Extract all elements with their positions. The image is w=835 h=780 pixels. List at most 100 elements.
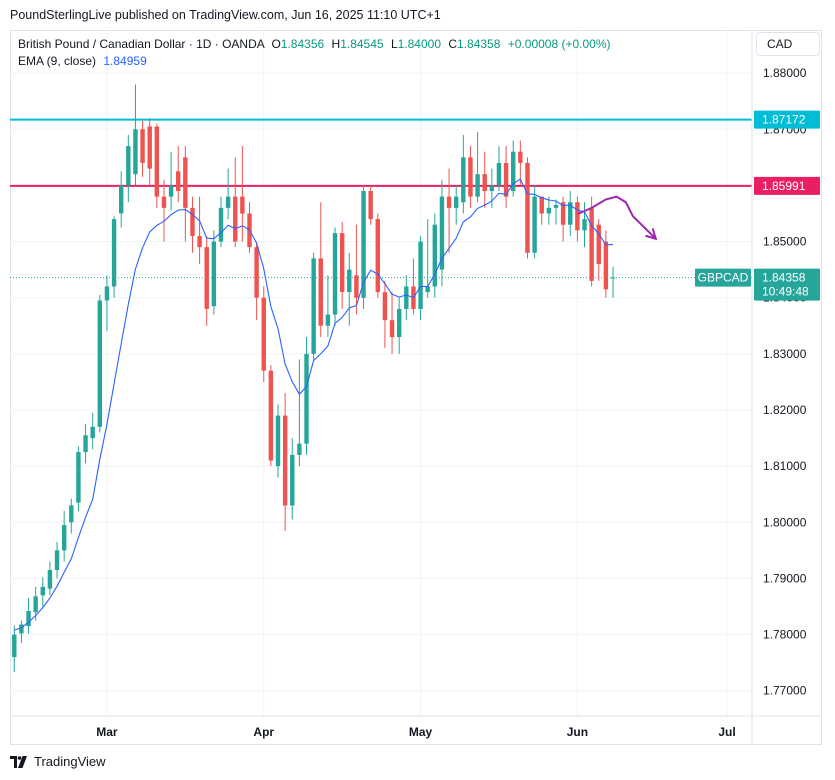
candle-body bbox=[118, 185, 124, 214]
candle-up bbox=[475, 132, 480, 203]
candle-body bbox=[104, 286, 110, 301]
candle-down bbox=[503, 146, 509, 208]
candle-body bbox=[126, 146, 131, 186]
candle-body bbox=[240, 196, 245, 214]
candle-body bbox=[589, 207, 594, 281]
candle-body bbox=[133, 129, 138, 175]
price-tick-label: 1.83000 bbox=[763, 347, 807, 361]
candle-up bbox=[496, 146, 502, 192]
time-axis: Mar Apr May Jun Jul bbox=[10, 715, 822, 739]
candle-body bbox=[525, 162, 530, 253]
candle-up bbox=[304, 337, 309, 455]
candle-body bbox=[575, 202, 580, 231]
candle-up bbox=[418, 235, 423, 321]
candle-body bbox=[518, 151, 523, 163]
candle-down bbox=[254, 241, 259, 321]
candle-up bbox=[26, 598, 31, 634]
candle-body bbox=[389, 320, 395, 338]
candle-up bbox=[546, 196, 552, 225]
low-label: L bbox=[390, 37, 398, 51]
candle-up bbox=[19, 620, 24, 644]
candle-up bbox=[404, 275, 409, 321]
price-tick-label: 1.79000 bbox=[763, 571, 807, 585]
last-price-label: 1.84358 bbox=[762, 271, 806, 285]
candle-down bbox=[190, 196, 195, 253]
candle-up bbox=[347, 252, 352, 326]
candle-down bbox=[596, 219, 601, 281]
high-label: H bbox=[331, 37, 341, 51]
candle-body bbox=[432, 224, 438, 287]
candle-body bbox=[489, 185, 495, 192]
candle-up bbox=[325, 275, 331, 338]
candle-down bbox=[154, 123, 160, 208]
symbol-title[interactable]: British Pound / Canadian Dollar · 1D · O… bbox=[18, 37, 265, 51]
footer-brand[interactable]: TradingView bbox=[34, 754, 106, 769]
candle-body bbox=[603, 241, 609, 290]
candle-body bbox=[297, 443, 302, 455]
candle-down bbox=[204, 235, 209, 326]
resistance-price-label-bg bbox=[754, 110, 820, 129]
projection-arrow-head bbox=[645, 228, 658, 241]
candle-body bbox=[204, 247, 209, 309]
candle-body bbox=[311, 258, 316, 354]
time-tick-label: Apr bbox=[253, 725, 274, 739]
open-value: 1.84356 bbox=[280, 37, 325, 51]
publisher-line: PoundSterlingLive published on TradingVi… bbox=[10, 8, 441, 22]
low-value: 1.84000 bbox=[397, 37, 442, 51]
symbol-tag: GBPCAD bbox=[698, 271, 749, 285]
candle-body bbox=[111, 219, 117, 287]
candle-body bbox=[26, 611, 31, 627]
candle-body bbox=[382, 292, 388, 321]
candle-body bbox=[375, 219, 381, 293]
candle-up bbox=[432, 213, 438, 298]
support-price-label-bg bbox=[754, 176, 820, 195]
candle-body bbox=[418, 241, 423, 309]
candle-body bbox=[218, 207, 224, 242]
candle-up bbox=[453, 185, 459, 225]
candle-body bbox=[190, 207, 195, 236]
candle-body bbox=[33, 596, 38, 613]
candle-up bbox=[118, 171, 124, 228]
support-price-label: 1.85991 bbox=[762, 179, 806, 193]
candle-body bbox=[83, 435, 88, 453]
candle-body bbox=[553, 205, 559, 208]
candle-down bbox=[354, 224, 359, 315]
candle-up bbox=[532, 185, 537, 259]
grid-lines bbox=[10, 31, 752, 716]
tradingview-logo-icon[interactable] bbox=[10, 755, 28, 768]
candle-body bbox=[453, 196, 459, 208]
candle-body bbox=[496, 162, 502, 186]
currency-selector[interactable]: CAD bbox=[756, 32, 820, 56]
candle-body bbox=[354, 275, 359, 298]
candle-body bbox=[268, 370, 274, 461]
candle-down bbox=[589, 196, 594, 287]
candle-body bbox=[211, 241, 217, 307]
candle-body bbox=[461, 157, 466, 203]
candle-body bbox=[396, 308, 402, 338]
change-value: +0.00008 (+0.00%) bbox=[507, 37, 611, 51]
candle-up bbox=[61, 511, 67, 562]
candle-up bbox=[511, 140, 516, 197]
candle-body bbox=[54, 550, 60, 571]
candle-body bbox=[368, 191, 373, 220]
candle-up bbox=[297, 359, 302, 467]
ema-label[interactable]: EMA (9, close) bbox=[18, 54, 97, 68]
candle-down bbox=[339, 221, 345, 309]
candle-body bbox=[475, 174, 480, 197]
price-tick-label: 1.80000 bbox=[763, 515, 807, 529]
candle-body bbox=[560, 202, 566, 225]
candle-body bbox=[332, 233, 338, 315]
candle-down bbox=[525, 157, 530, 259]
candle-body bbox=[154, 126, 160, 197]
annotation-layer bbox=[577, 195, 658, 241]
candle-up bbox=[582, 202, 587, 248]
candle-body bbox=[446, 196, 452, 208]
candle-body bbox=[503, 162, 509, 197]
ema-layer bbox=[14, 178, 614, 631]
candle-body bbox=[76, 452, 81, 503]
chart-frame bbox=[10, 30, 822, 745]
candle-body bbox=[19, 624, 24, 634]
time-tick-label: Mar bbox=[96, 725, 118, 739]
